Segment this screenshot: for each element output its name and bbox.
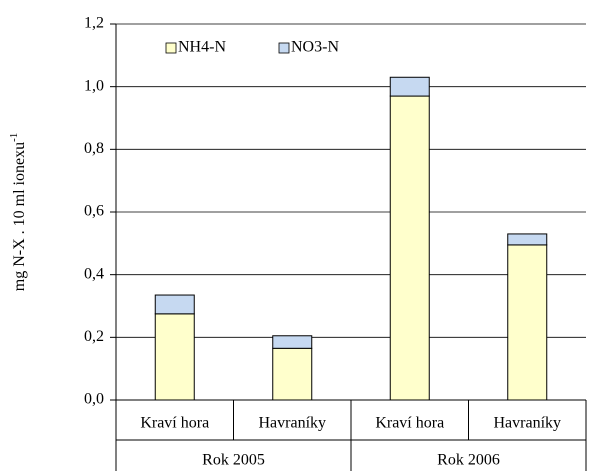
y-tick-label: 0,4 (84, 265, 104, 282)
bar-segment (272, 335, 313, 349)
bar-segment (154, 313, 195, 401)
y-tick-label: 0,2 (84, 328, 104, 345)
bar-segment (389, 95, 430, 401)
group-label: Rok 2005 (202, 452, 265, 469)
y-tick-label: 0,8 (84, 140, 104, 157)
legend-swatch (165, 42, 177, 54)
legend-label: NO3-N (291, 39, 339, 56)
y-axis-title-sup: -1 (8, 133, 20, 142)
bar-segment (389, 76, 430, 97)
y-axis-title: mg N-X . 10 ml ionexu-1 (8, 133, 28, 292)
legend-label: NH4-N (178, 39, 226, 56)
x-tick-label: Kraví hora (140, 415, 209, 432)
x-tick-label: Havraníky (258, 415, 326, 432)
group-label: Rok 2006 (437, 452, 500, 469)
y-tick-label: 1,0 (84, 77, 104, 94)
bar-segment (272, 347, 313, 401)
bar-segment (507, 244, 548, 401)
y-tick-label: 1,2 (84, 15, 104, 32)
y-tick-label: 0,0 (84, 391, 104, 408)
x-tick-label: Kraví hora (375, 415, 444, 432)
bar-segment (507, 233, 548, 246)
bar-segment (154, 294, 195, 315)
y-tick-label: 0,6 (84, 203, 104, 220)
x-tick-label: Havraníky (493, 415, 561, 432)
y-axis-title-text: mg N-X . 10 ml ionexu (11, 142, 28, 291)
legend-swatch (278, 42, 290, 54)
